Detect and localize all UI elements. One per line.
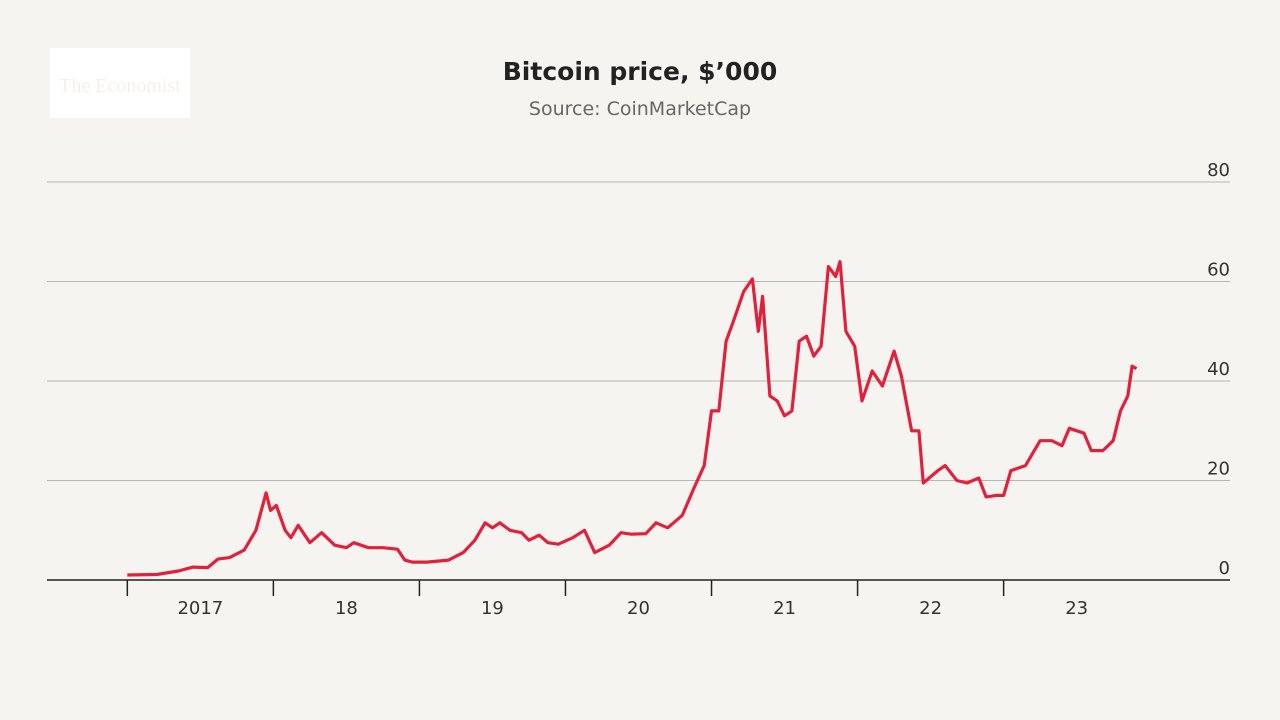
y-tick-label: 60 [1207, 260, 1230, 281]
x-tick-label: 18 [335, 598, 358, 619]
x-tick-label: 21 [773, 598, 796, 619]
y-tick-label: 20 [1207, 459, 1230, 480]
x-tick-label: 20 [627, 598, 650, 619]
chart-title: Bitcoin price, $’000 [503, 57, 778, 86]
x-tick-label: 23 [1065, 598, 1088, 619]
price-line [127, 260, 1138, 577]
x-tick-label: 22 [919, 598, 942, 619]
x-tick-label: 2017 [177, 598, 223, 619]
y-tick-label: 0 [1219, 558, 1230, 579]
x-tick-label: 19 [481, 598, 504, 619]
logo: The Economist [59, 75, 181, 97]
logo-box [50, 48, 190, 118]
y-tick-label: 40 [1207, 359, 1230, 380]
chart-subtitle: Source: CoinMarketCap [529, 98, 751, 120]
y-tick-label: 80 [1207, 160, 1230, 181]
